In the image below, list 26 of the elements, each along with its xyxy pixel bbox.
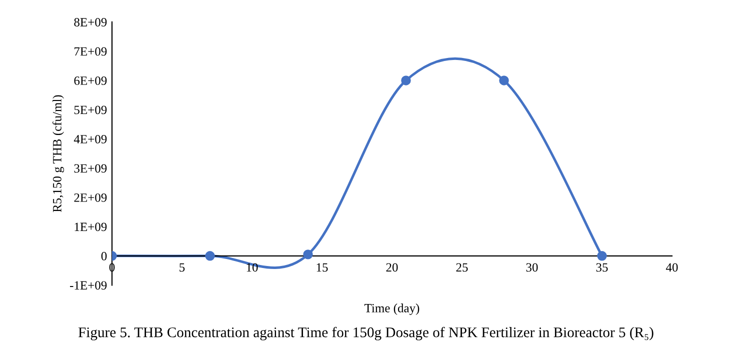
x-tick-label: 40 [666,263,678,272]
y-tick-label: 4E+09 [74,134,107,144]
x-tick-label: 10 [246,263,258,272]
x-tick-label: 15 [316,263,328,272]
point [401,76,411,86]
y-tick-label: 5E+09 [74,106,107,114]
point [499,76,509,86]
point [597,251,607,261]
x-tick-label: 30 [526,263,538,272]
y-tick-label: 7E+09 [74,47,107,56]
y-tick-label: -1E+09 [70,281,107,290]
text: Figure 5. THB Concentration against Time for 150g Dosage of NPK Fertilizer in Bioreactor 5 (R₅) [78,326,654,340]
point [303,250,313,260]
x-axis-title: Time (day) [364,304,420,315]
x-tick-label: 35 [596,263,608,272]
y-axis-title: R5,150 g THB (cfu/ml) [52,95,64,212]
x-tick-label: 25 [456,263,468,272]
x-tick-label: 5 [180,263,185,272]
y-tick-label: 2E+09 [74,193,107,202]
y-tick-label: 6E+09 [74,76,107,85]
y-tick-label: 8E+09 [74,18,107,26]
x-tick-label: 20 [386,263,398,272]
point [205,251,215,261]
y-tick-label: 0 [101,252,107,260]
y-tick-label: 1E+09 [74,222,107,232]
y-tick-label: 3E+09 [74,164,107,173]
